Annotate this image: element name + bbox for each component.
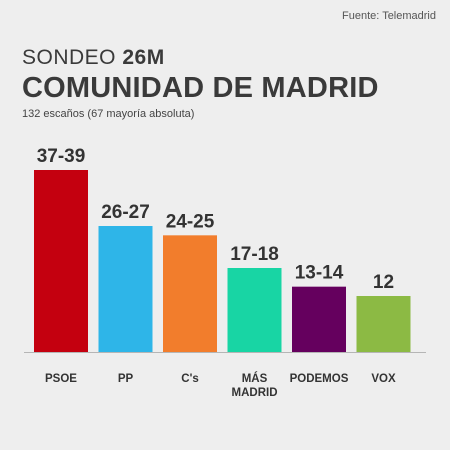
- bar-pp: [98, 226, 153, 352]
- category-label-c-s: C's: [181, 373, 198, 385]
- chart-title: COMUNIDAD DE MADRID: [22, 72, 379, 104]
- category-label-vox: VOX: [371, 373, 396, 385]
- value-label-pp: 26-27: [101, 202, 150, 223]
- value-label-m-s-madrid: 17-18: [230, 244, 279, 265]
- poll-heading-prefix: SONDEO: [22, 46, 117, 69]
- category-label-psoe: PSOE: [45, 373, 77, 385]
- bar-psoe: [34, 170, 88, 352]
- bar-vox: [356, 296, 411, 352]
- poll-heading: SONDEO 26M: [22, 46, 165, 70]
- bar-c-s: [163, 235, 217, 352]
- value-label-podemos: 13-14: [295, 263, 344, 284]
- category-label-m-s-madrid-2: MADRID: [232, 387, 278, 399]
- category-label-m-s-madrid-1: MÁS: [242, 372, 268, 385]
- value-label-psoe: 37-39: [37, 146, 86, 167]
- value-label-c-s: 24-25: [166, 211, 215, 232]
- category-label-podemos: PODEMOS: [290, 373, 349, 385]
- poll-heading-date: 26M: [122, 46, 165, 69]
- bar-podemos: [292, 286, 346, 352]
- bar-m-s-madrid: [227, 268, 282, 352]
- category-label-pp: PP: [118, 373, 134, 385]
- value-label-vox: 12: [373, 272, 394, 293]
- chart-subtitle: 132 escaños (67 mayoría absoluta): [22, 108, 195, 120]
- source-note: Fuente: Telemadrid: [342, 10, 436, 22]
